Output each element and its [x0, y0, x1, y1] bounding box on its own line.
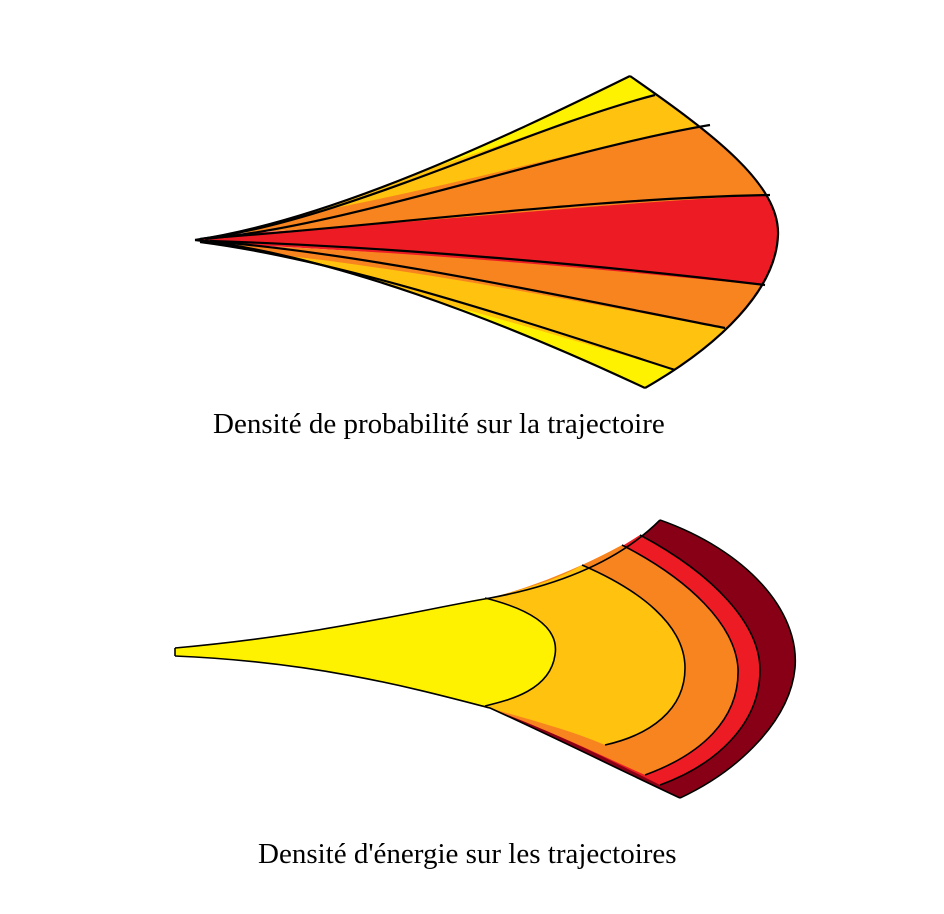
band-upper-gold	[195, 90, 720, 240]
zone-yellow	[175, 598, 556, 706]
caption-probability-density: Densité de probabilité sur la trajectoir…	[213, 408, 665, 440]
caption-energy-density: Densité d'énergie sur les trajectoires	[258, 838, 677, 870]
probability-density-fan	[195, 76, 779, 388]
probability-contour-lines	[194, 75, 780, 389]
energy-contour-lines	[174, 519, 797, 799]
energy-density-shape	[175, 520, 796, 798]
band-center-red	[195, 195, 779, 290]
